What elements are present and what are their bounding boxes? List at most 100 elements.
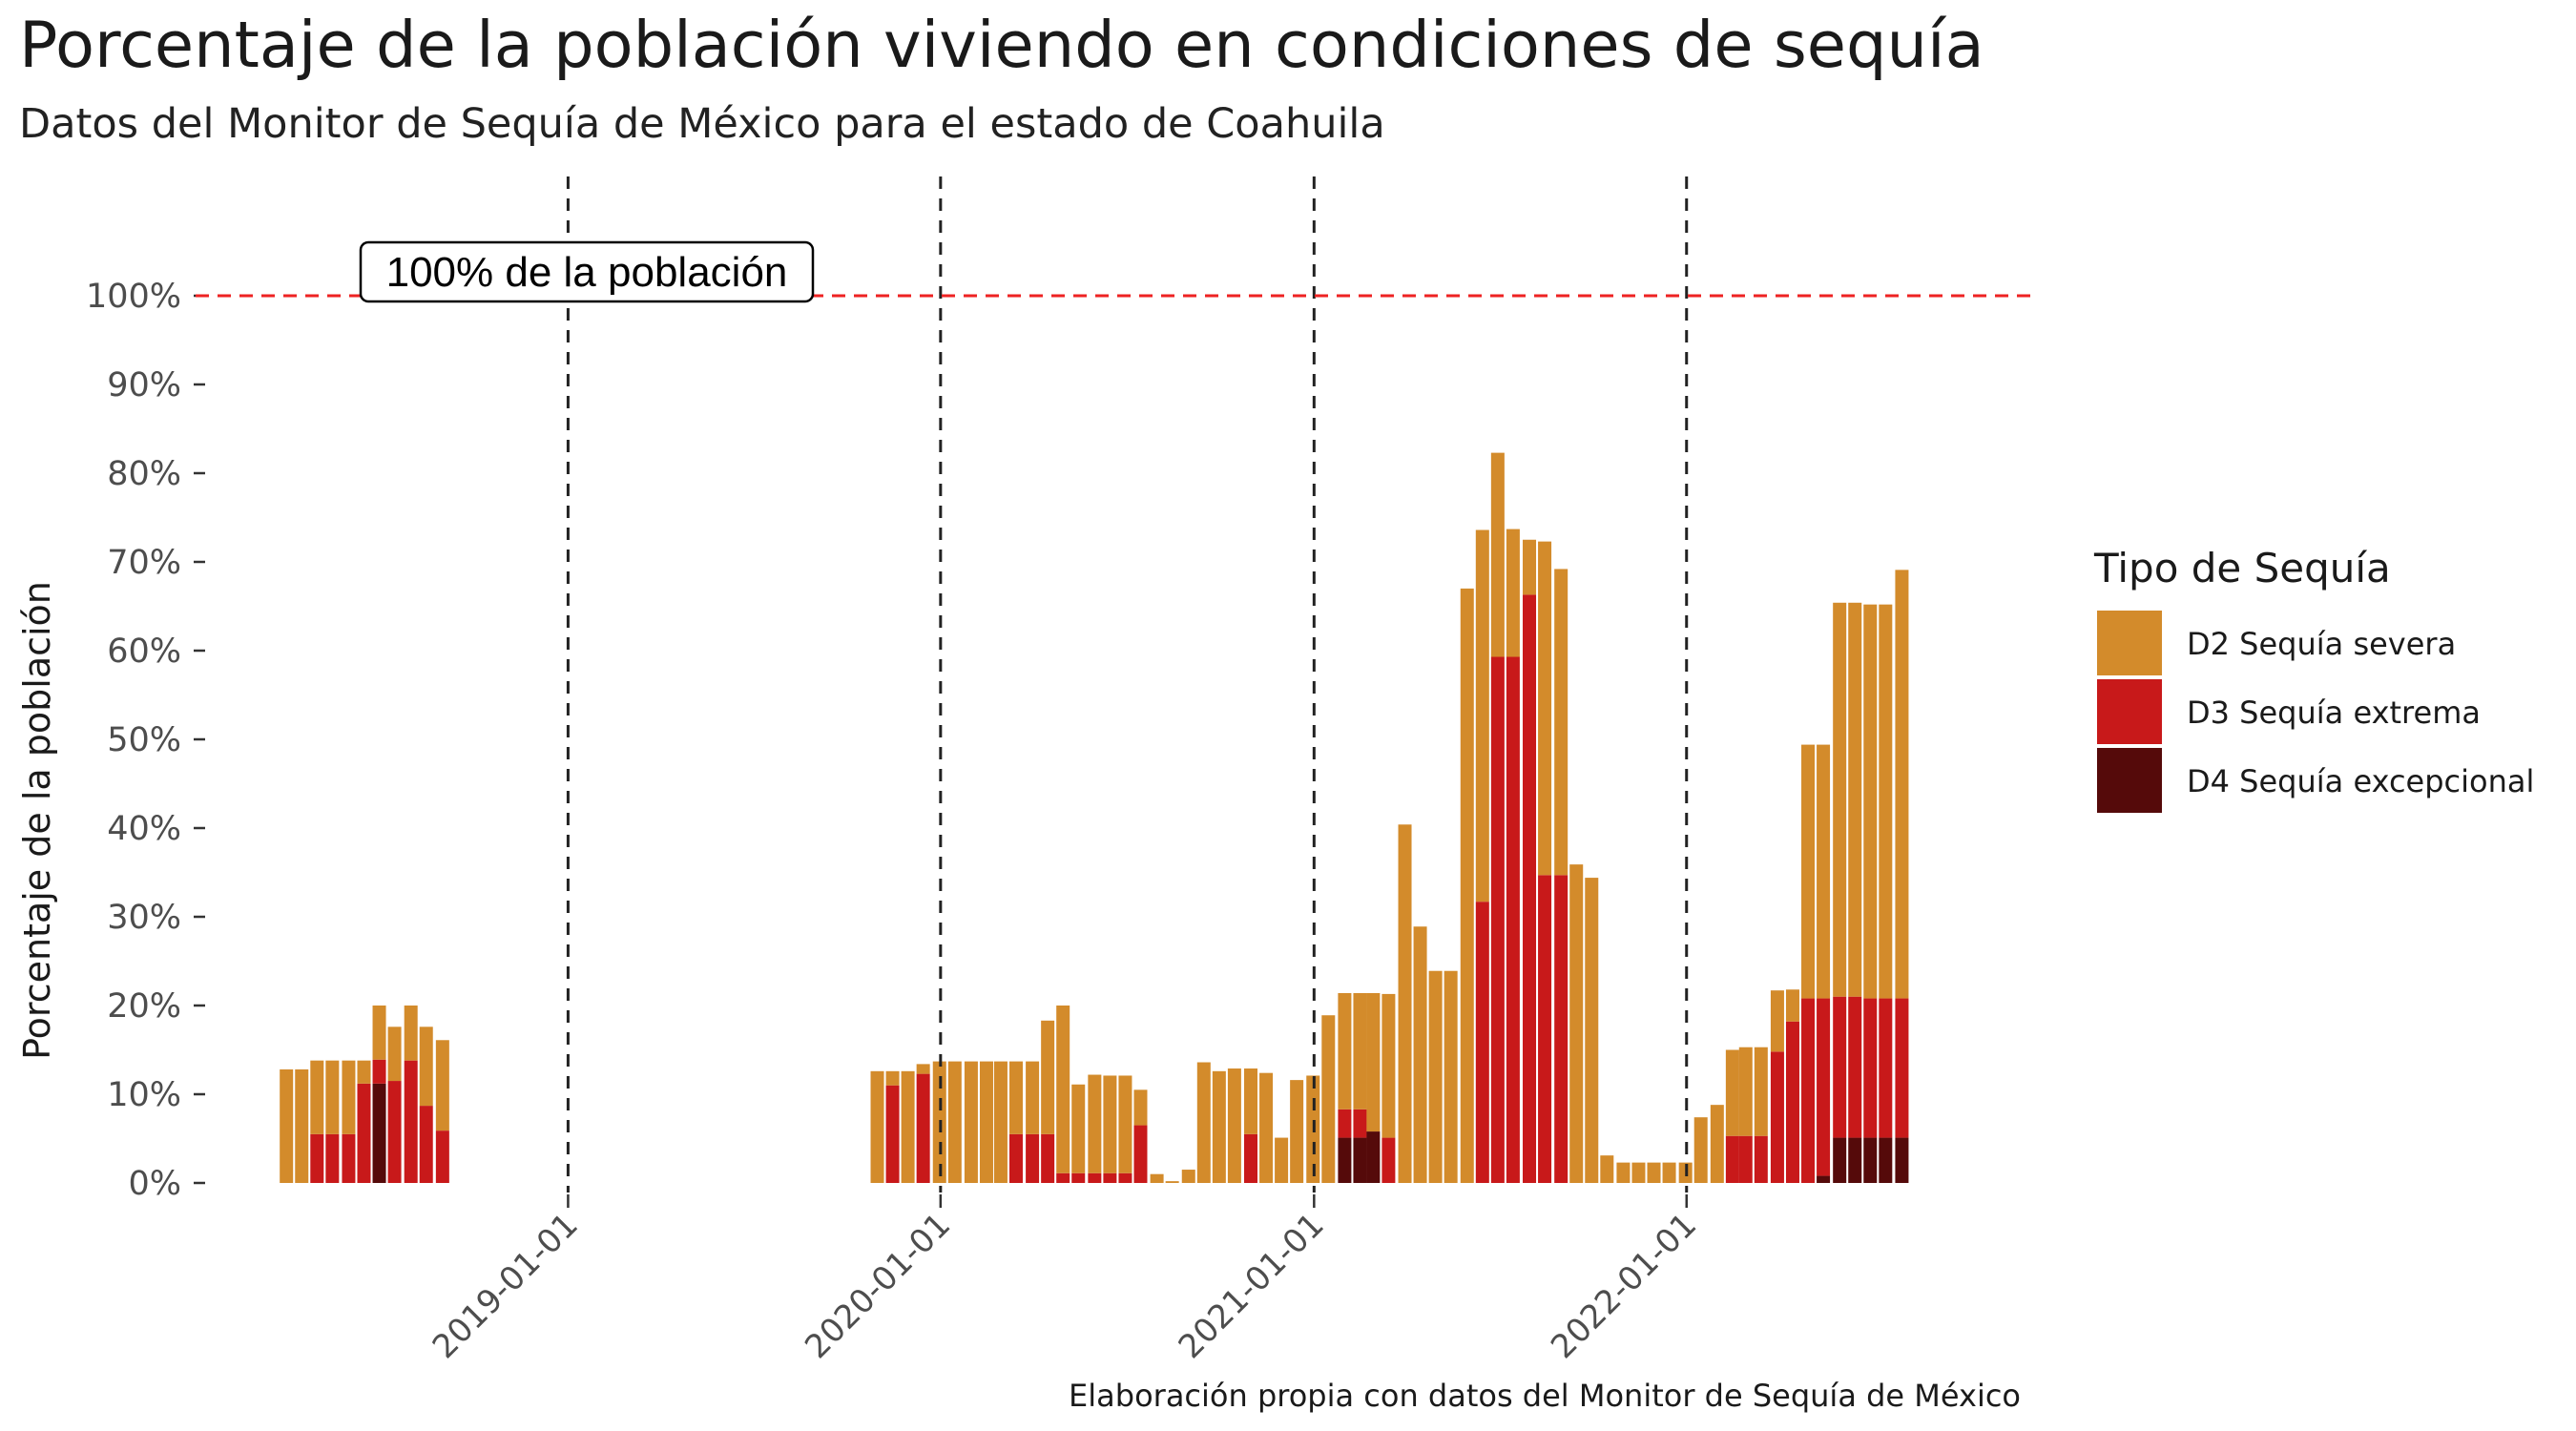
x-axis: 2019-01-01 2020-01-01 2021-01-01 2022-01-01: [426, 1194, 1704, 1366]
bar-segment-d2: [1738, 1047, 1753, 1136]
chart-subtitle: Datos del Monitor de Sequía de México pa…: [19, 100, 1385, 148]
bar-segment-d2: [1460, 588, 1474, 1183]
bar-segment-d2: [1088, 1074, 1102, 1173]
bar-segment-d2: [1133, 1089, 1148, 1126]
bar-segment-d2: [1662, 1162, 1676, 1183]
y-tick-label: 50%: [107, 721, 181, 759]
bar-segment-d3: [1506, 656, 1520, 1183]
bar-segment-d2: [1056, 1006, 1070, 1173]
bar-segment-d2: [404, 1006, 418, 1061]
bar-segment-d2: [1490, 452, 1505, 657]
bar-segment-d3: [1554, 875, 1568, 1183]
bar-segment-d3: [404, 1060, 418, 1183]
bar-segment-d2: [1321, 1015, 1336, 1183]
bar-segment-d4: [1848, 1137, 1862, 1183]
bar-segment-d2: [1381, 993, 1396, 1138]
bar-segment-d2: [1428, 970, 1443, 1183]
bar-segment-d3: [1738, 1135, 1753, 1183]
bar-segment-d2: [1569, 864, 1584, 1183]
bar-segment-d4: [1895, 1137, 1909, 1183]
bar-segment-d2: [1585, 878, 1599, 1183]
y-axis-title: Porcentaje de la población: [16, 581, 58, 1060]
bar-segment-d2: [1863, 604, 1878, 999]
bar-segment-d3: [1475, 902, 1489, 1183]
x-tick-label: 2021-01-01: [1172, 1206, 1332, 1366]
bar-segment-d2: [1879, 604, 1893, 999]
bar-segment-d2: [1103, 1075, 1117, 1173]
bar-segment-d2: [1523, 539, 1537, 595]
bar-segment-d2: [357, 1060, 371, 1084]
bar-segment-d4: [1863, 1137, 1878, 1183]
bar-segment-d2: [372, 1006, 386, 1060]
y-axis: 0% 10% 20% 30% 40% 50% 60% 70% 80% 90% 100%: [86, 278, 205, 1203]
bar-segment-d4: [1817, 1175, 1831, 1183]
reference-line-group: 100% de la población: [196, 240, 2037, 303]
bar-segment-d3: [1801, 998, 1816, 1183]
bar-segment-d2: [1290, 1080, 1304, 1183]
bar-segment-d3: [387, 1081, 402, 1183]
bar-segment-d2: [1506, 529, 1520, 657]
bar-segment-d2: [901, 1070, 915, 1183]
bar-segment-d3: [1381, 1137, 1396, 1183]
y-tick-label: 80%: [107, 455, 181, 493]
bar-segment-d4: [1338, 1137, 1352, 1183]
legend-title: Tipo de Sequía: [2093, 545, 2391, 591]
bar-segment-d2: [1008, 1061, 1023, 1134]
y-tick-label: 90%: [107, 366, 181, 404]
bar-segment-d2: [1554, 569, 1568, 876]
bar-segment-d2: [1118, 1075, 1132, 1173]
y-tick-label: 40%: [107, 810, 181, 848]
bar-segment-d2: [1366, 992, 1381, 1132]
bar-segment-d2: [979, 1061, 993, 1183]
bar-segment-d3: [1848, 996, 1862, 1138]
bar-segment-d2: [1631, 1162, 1646, 1183]
bar-segment-d3: [1118, 1172, 1132, 1183]
legend-swatch-d4: [2097, 748, 2162, 813]
bar-segment-d3: [1725, 1135, 1739, 1183]
bar-segment-d3: [1785, 1021, 1799, 1183]
annotation-label: 100% de la población: [386, 249, 788, 296]
bar-segment-d3: [372, 1059, 386, 1084]
bar-segment-d2: [1616, 1162, 1631, 1183]
bar-segment-d2: [993, 1061, 1008, 1183]
bar-segment-d2: [1848, 602, 1862, 997]
bar-segment-d4: [1366, 1131, 1381, 1183]
bar-segment-d4: [1353, 1137, 1367, 1183]
bar-segment-d2: [1647, 1162, 1661, 1183]
y-tick-label: 100%: [86, 278, 181, 316]
bar-segment-d3: [1244, 1133, 1258, 1183]
bar-stack-group: [280, 452, 1909, 1183]
legend-label-d4: D4 Sequía excepcional: [2187, 763, 2534, 799]
bar-segment-d2: [1244, 1068, 1258, 1134]
y-tick-label: 60%: [107, 633, 181, 671]
bar-segment-d2: [1801, 744, 1816, 999]
x-tick-label: 2022-01-01: [1544, 1206, 1704, 1366]
legend-label-d3: D3 Sequía extrema: [2187, 695, 2481, 731]
x-tick-label: 2020-01-01: [798, 1206, 958, 1366]
bar-segment-d3: [1133, 1125, 1148, 1183]
bar-segment-d3: [1008, 1133, 1023, 1183]
annotation-box: [359, 240, 815, 303]
bar-segment-d2: [1833, 602, 1847, 997]
bar-segment-d2: [916, 1064, 930, 1074]
bar-segment-d3: [1895, 998, 1909, 1138]
bar-segment-d3: [310, 1133, 324, 1183]
bar-segment-d2: [295, 1068, 309, 1183]
chart-caption: Elaboración propia con datos del Monitor…: [1069, 1378, 2021, 1414]
bar-segment-d2: [1600, 1155, 1614, 1183]
bar-segment-d2: [1538, 541, 1552, 876]
bar-segment-d2: [1259, 1072, 1274, 1183]
bar-segment-d2: [1817, 744, 1831, 999]
bar-segment-d2: [310, 1060, 324, 1134]
bar-segment-d2: [1353, 992, 1367, 1110]
bar-segment-d3: [1338, 1109, 1352, 1138]
bar-segment-d3: [1353, 1109, 1367, 1138]
bar-segment-d4: [372, 1083, 386, 1183]
y-tick-label: 0%: [128, 1165, 181, 1203]
bar-segment-d2: [1165, 1181, 1179, 1183]
bar-segment-d2: [870, 1070, 884, 1183]
chart-title: Porcentaje de la población viviendo en c…: [19, 8, 1984, 82]
bar-segment-d3: [435, 1130, 449, 1183]
bar-segment-d2: [947, 1061, 962, 1183]
bar-segment-d2: [1725, 1049, 1739, 1136]
